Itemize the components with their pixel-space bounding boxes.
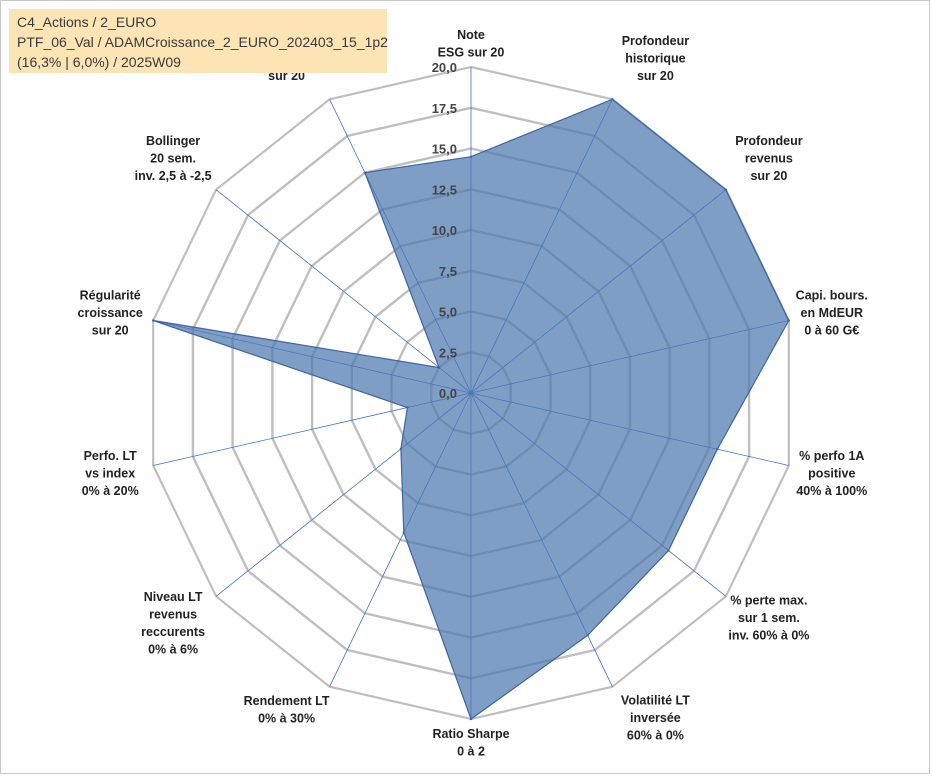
series-area <box>153 98 790 720</box>
series-point <box>787 319 790 322</box>
axis-label-line: 20 sem. <box>150 152 196 166</box>
axis-label-line: Niveau LT <box>144 590 203 604</box>
axis-label-line: % perfo 1A <box>799 449 864 463</box>
axis-label-line: 0% à 30% <box>258 712 315 726</box>
radar-axis-labels: Note ESG sur 20 Profondeur historique sur 20… <box>78 28 868 759</box>
tick-label: 12,5 <box>432 182 457 197</box>
axis-label-line: vs index <box>85 466 135 480</box>
info-line-stats: (16,3% | 6,0%) / 2025W09 <box>17 54 181 70</box>
axis-label-line: Note <box>457 28 485 42</box>
axis-label-line: 0% à 20% <box>82 484 139 498</box>
axis-label: % perfo 1A positive 40% à 100% <box>796 449 867 498</box>
series-point <box>402 531 405 534</box>
axis-label-line: inversée <box>630 711 681 725</box>
axis-label-line: sur 20 <box>92 324 129 338</box>
axis-label-line: sur 20 <box>750 169 787 183</box>
series-point <box>611 98 614 101</box>
axis-label: % perte max. sur 1 sem. inv. 60% à 0% <box>728 593 809 642</box>
axis-label-line: Perfo. LT <box>84 449 138 463</box>
axis-label-line: revenus <box>149 608 197 622</box>
axis-label-line: croissance <box>78 306 143 320</box>
radar-tick-labels: 0,0 2,5 5,0 7,5 10,0 12,5 15,0 17,5 20,0 <box>432 60 457 401</box>
axis-label-line: sur 1 sem. <box>738 611 800 625</box>
tick-label: 10,0 <box>432 223 457 238</box>
tick-label: 0,0 <box>439 386 457 401</box>
axis-label-line: 40% à 100% <box>796 484 867 498</box>
axis-label: Bollinger 20 sem. inv. 2,5 à -2,5 <box>135 134 212 183</box>
axis-label-line: revenus <box>745 152 793 166</box>
series-point <box>469 717 473 721</box>
series-point <box>399 447 403 451</box>
radar-series <box>152 98 790 721</box>
tick-label: 2,5 <box>439 345 457 360</box>
axis-label-line: positive <box>808 466 855 480</box>
axis-label-line: reccurents <box>141 625 205 639</box>
axis-label-line: sur 20 <box>637 69 674 83</box>
axis-label: Profondeur revenus sur 20 <box>735 134 802 183</box>
series-point <box>667 549 670 552</box>
axis-label-line: inv. 2,5 à -2,5 <box>135 169 212 183</box>
series-point <box>469 155 473 158</box>
axis-label: Profondeur historique sur 20 <box>622 34 689 83</box>
axis-label-line: Régularité <box>80 289 141 303</box>
axis-label: Régularité croissance sur 20 <box>78 289 143 338</box>
axis-label-line: Rendement LT <box>244 694 330 708</box>
series-point <box>363 171 367 174</box>
axis-label: Niveau LT revenus reccurents 0% à 6% <box>141 590 205 657</box>
series-point <box>437 366 441 369</box>
axis-label-line: Profondeur <box>622 34 689 48</box>
tick-label: 5,0 <box>439 305 457 320</box>
axis-label-line: ESG sur 20 <box>438 46 505 60</box>
axis-label-line: en MdEUR <box>801 306 864 320</box>
axis-label: Note ESG sur 20 <box>438 28 505 60</box>
axis-label-line: Bollinger <box>146 134 200 148</box>
axis-label-line: Capi. bours. <box>796 289 868 303</box>
axis-label-line: 0 à 60 G€ <box>804 324 859 338</box>
tick-label: 7,5 <box>439 264 457 279</box>
tick-label: 17,5 <box>432 101 457 116</box>
info-line-category: C4_Actions / 2_EURO <box>17 14 157 30</box>
series-point <box>724 188 728 191</box>
axis-spoke <box>215 189 472 394</box>
series-point <box>152 319 155 322</box>
axis-label: Rendement LT 0% à 30% <box>244 694 330 726</box>
tick-label: 20,0 <box>432 60 457 75</box>
series-point <box>716 448 719 451</box>
axis-label-line: Volatilité LT <box>621 693 690 707</box>
axis-label-line: Profondeur <box>735 134 802 148</box>
axis-label: Perfo. LT vs index 0% à 20% <box>82 449 139 498</box>
axis-label: Ratio Sharpe 0 à 2 <box>432 727 509 759</box>
tick-label: 15,0 <box>432 142 457 157</box>
series-point <box>586 634 589 637</box>
axis-label-line: 0% à 6% <box>148 643 198 657</box>
axis-label: Volatilité LT inversée 60% à 0% <box>621 693 690 742</box>
axis-label-line: 0 à 2 <box>457 745 485 759</box>
axis-label-line: 60% à 0% <box>627 728 684 742</box>
axis-label: Capi. bours. en MdEUR 0 à 60 G€ <box>796 289 868 338</box>
axis-label-line: Ratio Sharpe <box>432 727 509 741</box>
axis-label-line: % perte max. <box>730 593 807 607</box>
portfolio-info-box: C4_Actions / 2_EURO PTF_06_Val / ADAMCro… <box>9 9 388 73</box>
axis-label-line: historique <box>625 52 685 66</box>
axis-label-line: inv. 60% à 0% <box>728 628 809 642</box>
series-point <box>406 406 409 409</box>
info-line-portfolio: PTF_06_Val / ADAMCroissance_2_EURO_20240… <box>17 34 388 50</box>
